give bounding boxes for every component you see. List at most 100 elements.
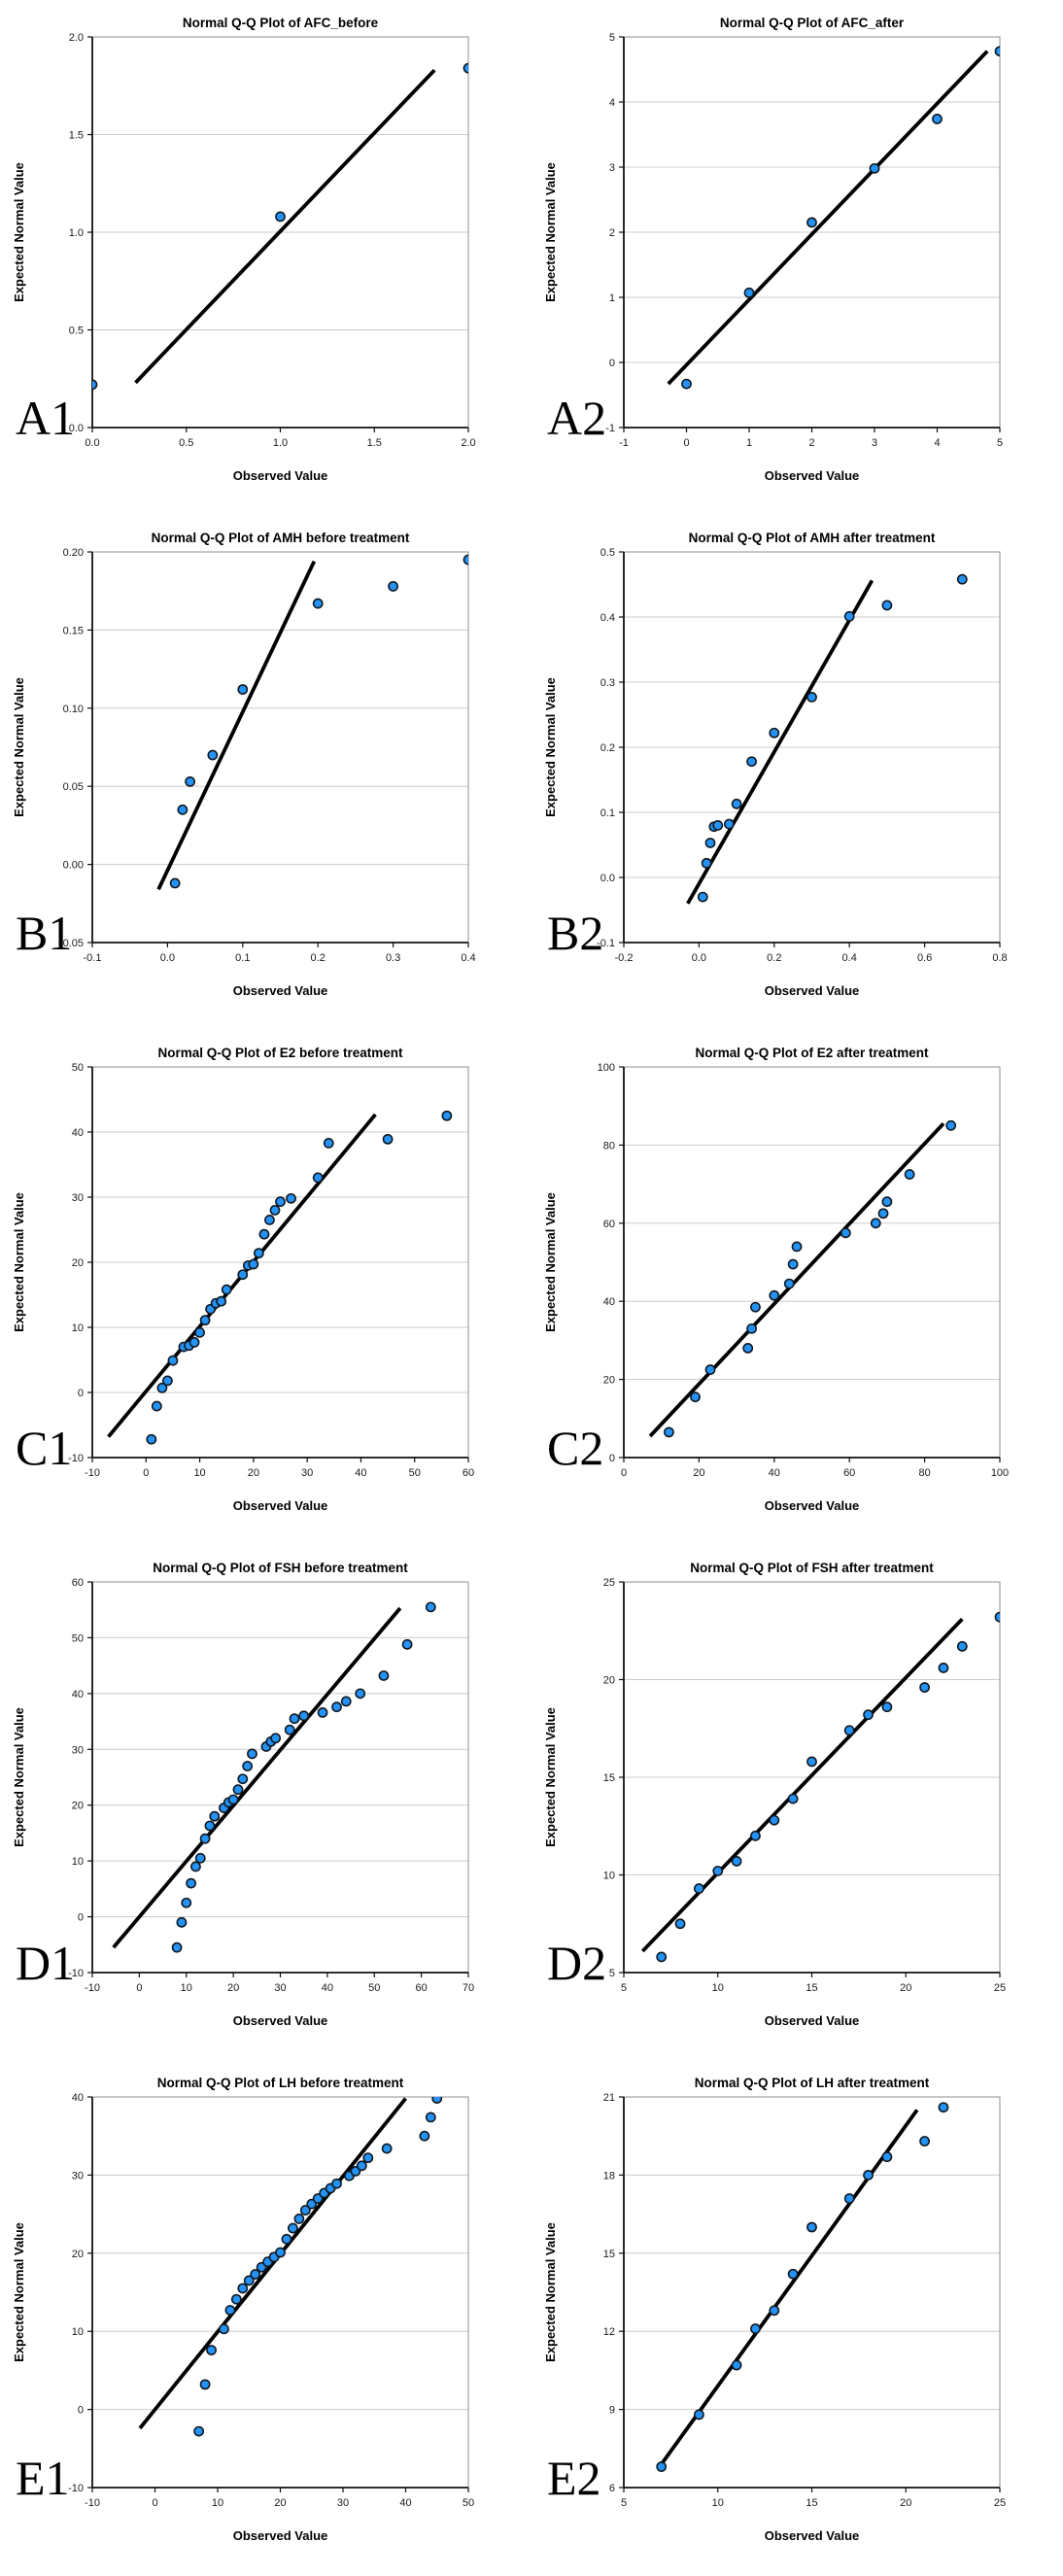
data-point — [750, 1830, 761, 1841]
x-tick-label: 15 — [806, 2497, 817, 2509]
data-point — [388, 580, 398, 592]
data-point — [806, 2221, 817, 2233]
data-point — [207, 749, 219, 761]
data-point — [331, 1701, 342, 1713]
chart-title: Normal Q-Q Plot of AMH before treatment — [152, 531, 410, 545]
chart-title: Normal Q-Q Plot of FSH before treatment — [153, 1561, 408, 1575]
x-tick-label: -0.2 — [615, 952, 634, 964]
data-point — [956, 573, 968, 585]
x-tick-label: 100 — [991, 1467, 1009, 1479]
x-tick-label: 0.3 — [386, 952, 400, 964]
y-tick-label: 21 — [603, 2092, 615, 2104]
qq-plot-B1: -0.1 0.0 0.1 0.2 0.3 0.4 -0.05 0.00 0.05 0.10 0.15… — [12, 531, 476, 998]
x-tick-label: 40 — [322, 1982, 333, 1994]
x-tick-label: 2 — [808, 437, 814, 449]
trend-line — [640, 1617, 964, 1953]
data-point — [204, 1820, 216, 1832]
x-tick-label: 0 — [683, 437, 689, 449]
y-tick-label: 25 — [603, 1577, 615, 1589]
y-tick-label: 0.00 — [63, 860, 84, 872]
y-tick-label: 60 — [72, 1577, 84, 1589]
data-layer — [112, 1601, 436, 1953]
x-tick-label: 20 — [248, 1467, 259, 1479]
data-point — [199, 1833, 211, 1844]
data-point — [219, 2323, 229, 2335]
data-point — [463, 62, 468, 74]
trend-line — [667, 50, 989, 386]
data-point — [723, 818, 735, 830]
data-point — [275, 2247, 286, 2258]
x-tick-label: 60 — [463, 1467, 474, 1479]
qq-plot-E1: -10 0 10 20 30 40 50 -10 0 10 20 30 40 Normal Q-Q Plo… — [12, 2076, 474, 2543]
chart-title: Normal Q-Q Plot of E2 before treatment — [157, 1046, 403, 1060]
data-point — [242, 1761, 254, 1771]
y-tick-label: 0 — [609, 358, 615, 369]
qq-plot-D2: 5 10 15 20 25 5 10 15 20 25 Normal Q-Q Plot of FSH… — [543, 1561, 1006, 2028]
x-tick-label: 60 — [843, 1467, 855, 1479]
y-tick-label: 10 — [603, 1871, 615, 1882]
data-point — [243, 2275, 255, 2286]
y-axis-label: Expected Normal Value — [12, 1707, 26, 1847]
y-tick-label: 5 — [609, 1968, 615, 1979]
x-tick-label: 50 — [368, 1982, 380, 1994]
data-point — [92, 379, 98, 391]
x-tick-label: 0.0 — [160, 952, 175, 964]
x-tick-label: 5 — [997, 437, 1003, 449]
y-tick-label: 100 — [598, 1062, 615, 1074]
y-tick-label: 0.15 — [63, 625, 84, 636]
data-point — [881, 2151, 893, 2163]
y-axis-label: Expected Normal Value — [543, 162, 558, 302]
y-tick-label: 0.10 — [63, 704, 84, 715]
y-tick-label: 1 — [609, 292, 615, 304]
x-axis-label: Observed Value — [233, 468, 328, 483]
data-point — [743, 287, 755, 298]
panel-label: B2 — [547, 906, 603, 960]
data-point — [742, 1343, 754, 1354]
trend-line — [648, 1121, 945, 1438]
x-tick-label: 30 — [337, 2497, 349, 2509]
y-tick-label: 10 — [72, 1322, 84, 1334]
y-tick-label: 20 — [603, 1675, 615, 1687]
x-tick-label: 0 — [143, 1467, 149, 1479]
data-point — [881, 600, 893, 611]
x-tick-label: 20 — [693, 1467, 704, 1479]
y-tick-label: 10 — [72, 1856, 84, 1868]
x-tick-label: 2.0 — [461, 437, 475, 449]
data-point — [806, 1756, 817, 1768]
data-point — [750, 1301, 761, 1313]
panel-label: C1 — [16, 1421, 72, 1475]
data-point — [731, 798, 742, 809]
data-point — [189, 1337, 200, 1348]
data-point — [216, 1295, 227, 1307]
data-point — [441, 1110, 453, 1121]
y-axis-label: Expected Normal Value — [12, 162, 26, 302]
data-point — [286, 1192, 296, 1204]
data-point — [656, 2461, 668, 2472]
data-point — [232, 1784, 244, 1796]
data-point — [146, 1433, 157, 1445]
chart-title: Normal Q-Q Plot of AFC_before — [183, 16, 379, 30]
data-point — [431, 2097, 443, 2105]
data-point — [323, 1137, 334, 1149]
qq-plot-A1: 0.0 0.5 1.0 1.5 2.0 0.0 0.5 1.0 1.5 2.0 Normal Q-Q… — [12, 16, 476, 483]
data-point — [331, 2178, 342, 2189]
qq-plot-panel-D1: -10 0 10 20 30 40 50 60 70 -10 0 10 20 30 40 50 60 Normal… — [0, 1545, 532, 2060]
qq-plot-panel-B2: -0.2 0.0 0.2 0.4 0.6 0.8 -0.1 0.0 0.1 0.2 0.3 0.4 0.… — [532, 515, 1063, 1030]
y-axis-label: Expected Normal Value — [543, 2222, 558, 2362]
data-layer — [156, 554, 468, 891]
y-tick-label: 80 — [603, 1140, 615, 1151]
data-point — [258, 1228, 270, 1240]
x-tick-label: 80 — [918, 1467, 930, 1479]
data-point — [806, 692, 817, 703]
data-point — [425, 2112, 436, 2123]
y-tick-label: 50 — [72, 1062, 84, 1074]
data-point — [227, 1794, 239, 1805]
x-tick-label: 20 — [274, 2497, 286, 2509]
y-tick-label: 20 — [72, 1801, 84, 1812]
panel-label: A2 — [547, 391, 606, 445]
y-tick-label: 3 — [609, 162, 615, 174]
data-point — [362, 2152, 374, 2164]
x-tick-label: 0 — [621, 1467, 627, 1479]
x-tick-label: 20 — [900, 1982, 911, 1994]
x-tick-label: 0.0 — [692, 952, 706, 964]
